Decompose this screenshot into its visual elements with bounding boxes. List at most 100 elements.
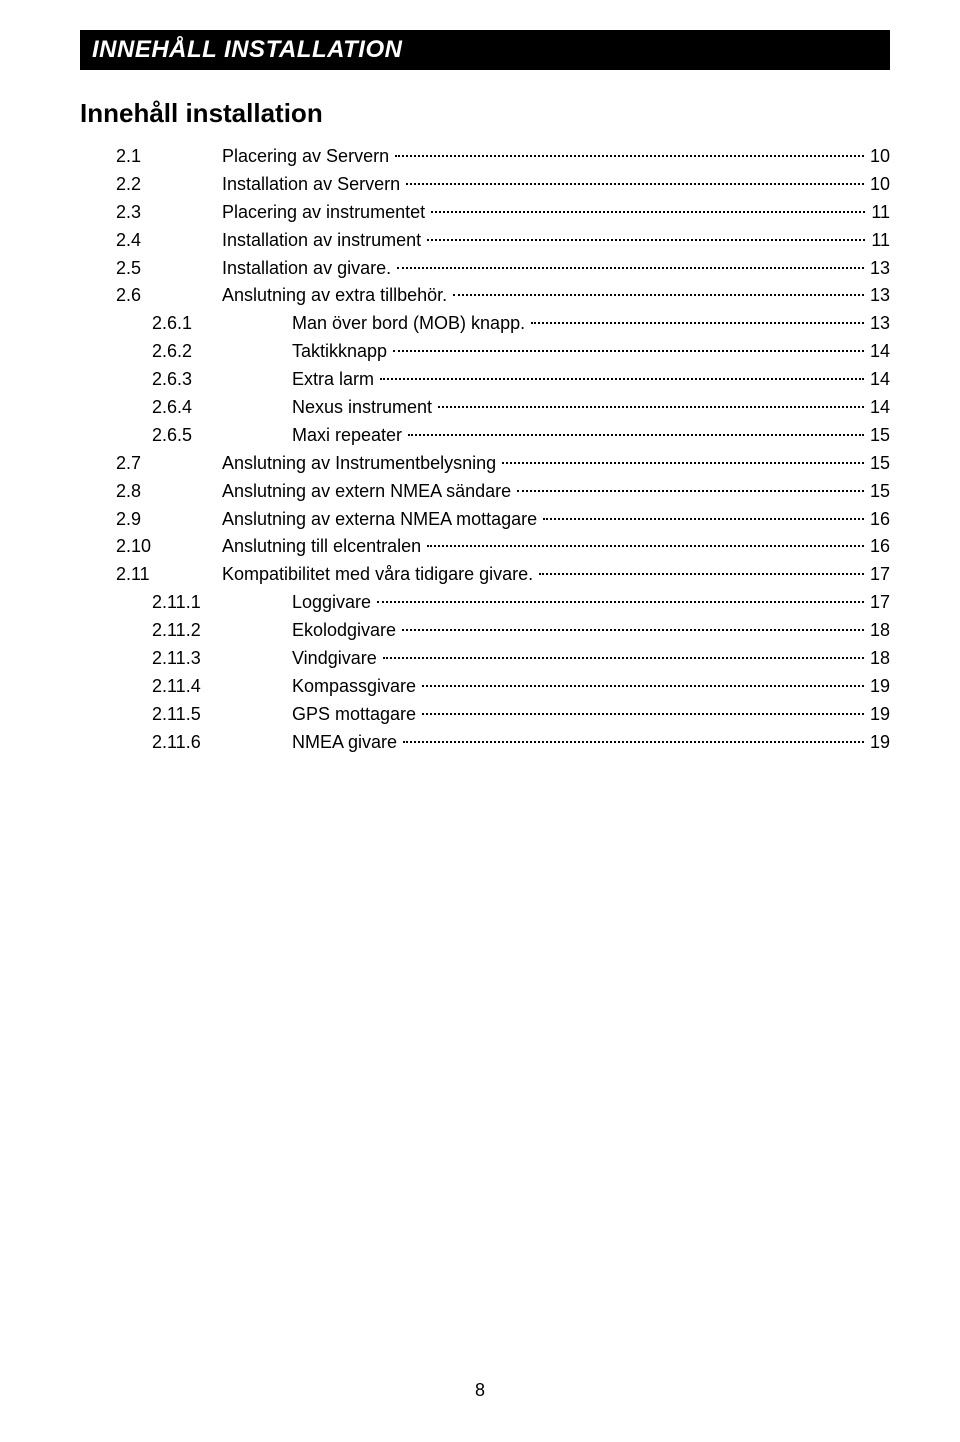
toc-label: Installation av givare.	[222, 255, 395, 283]
toc-label: Extra larm	[292, 366, 378, 394]
toc-number: 2.7	[116, 450, 222, 478]
toc-label: Anslutning till elcentralen	[222, 533, 425, 561]
toc-row: 2.3Placering av instrumentet 11	[80, 199, 890, 227]
toc-label: NMEA givare	[292, 729, 401, 757]
toc-number: 2.11	[116, 561, 222, 589]
toc-leader-dots	[397, 267, 864, 269]
toc-leader-dots	[402, 629, 864, 631]
toc-number: 2.6.5	[152, 422, 292, 450]
toc-number: 2.6.4	[152, 394, 292, 422]
toc-number: 2.9	[116, 506, 222, 534]
toc-number: 2.3	[116, 199, 222, 227]
section-title: Innehåll installation	[80, 98, 890, 129]
toc-number: 2.11.5	[152, 701, 292, 729]
toc-row: 2.7Anslutning av Instrumentbelysning 15	[80, 450, 890, 478]
toc-row: 2.11.4Kompassgivare19	[80, 673, 890, 701]
toc-label: Loggivare	[292, 589, 375, 617]
toc-row: 2.11Kompatibilitet med våra tidigare giv…	[80, 561, 890, 589]
toc-page: 15	[866, 478, 890, 506]
toc-page: 19	[866, 673, 890, 701]
toc-number: 2.1	[116, 143, 222, 171]
table-of-contents: 2.1Placering av Servern102.2Installation…	[80, 143, 890, 757]
toc-number: 2.10	[116, 533, 222, 561]
toc-label: Placering av Servern	[222, 143, 393, 171]
toc-label: Anslutning av extern NMEA sändare	[222, 478, 515, 506]
toc-number: 2.11.6	[152, 729, 292, 757]
toc-page: 16	[866, 533, 890, 561]
toc-page: 15	[866, 450, 890, 478]
toc-page: 11	[867, 199, 890, 227]
toc-page: 10	[866, 143, 890, 171]
toc-row: 2.2Installation av Servern10	[80, 171, 890, 199]
toc-number: 2.11.2	[152, 617, 292, 645]
toc-page: 17	[866, 589, 890, 617]
toc-leader-dots	[431, 211, 865, 213]
toc-leader-dots	[517, 490, 864, 492]
toc-label: Anslutning av Instrumentbelysning	[222, 450, 500, 478]
toc-label: Vindgivare	[292, 645, 381, 673]
toc-leader-dots	[408, 434, 864, 436]
toc-page: 14	[866, 338, 890, 366]
toc-row: 2.11.2Ekolodgivare18	[80, 617, 890, 645]
toc-label: Taktikknapp	[292, 338, 391, 366]
toc-number: 2.11.1	[152, 589, 292, 617]
toc-leader-dots	[531, 322, 864, 324]
toc-row: 2.6.2Taktikknapp 14	[80, 338, 890, 366]
toc-page: 14	[866, 394, 890, 422]
toc-number: 2.6.3	[152, 366, 292, 394]
toc-leader-dots	[422, 685, 864, 687]
toc-leader-dots	[422, 713, 864, 715]
toc-leader-dots	[383, 657, 864, 659]
toc-page: 19	[866, 729, 890, 757]
toc-leader-dots	[427, 239, 865, 241]
toc-row: 2.6.1Man över bord (MOB) knapp.13	[80, 310, 890, 338]
header-title: INNEHÅLL INSTALLATION	[92, 36, 402, 63]
toc-label: Installation av Servern	[222, 171, 404, 199]
toc-row: 2.11.5GPS mottagare 19	[80, 701, 890, 729]
toc-row: 2.6Anslutning av extra tillbehör.13	[80, 282, 890, 310]
toc-row: 2.6.4Nexus instrument 14	[80, 394, 890, 422]
toc-row: 2.11.6NMEA givare 19	[80, 729, 890, 757]
toc-label: Man över bord (MOB) knapp.	[292, 310, 529, 338]
toc-page: 14	[866, 366, 890, 394]
toc-leader-dots	[427, 545, 864, 547]
toc-row: 2.5Installation av givare.13	[80, 255, 890, 283]
toc-leader-dots	[438, 406, 864, 408]
toc-row: 2.6.5Maxi repeater 15	[80, 422, 890, 450]
toc-label: Kompatibilitet med våra tidigare givare.	[222, 561, 537, 589]
toc-page: 13	[866, 282, 890, 310]
toc-number: 2.4	[116, 227, 222, 255]
toc-page: 10	[866, 171, 890, 199]
toc-leader-dots	[377, 601, 864, 603]
toc-label: Maxi repeater	[292, 422, 406, 450]
toc-label: Anslutning av extra tillbehör.	[222, 282, 451, 310]
toc-page: 16	[866, 506, 890, 534]
toc-row: 2.11.1Loggivare 17	[80, 589, 890, 617]
toc-page: 19	[866, 701, 890, 729]
toc-number: 2.11.3	[152, 645, 292, 673]
page-number: 8	[0, 1380, 960, 1401]
toc-leader-dots	[543, 518, 864, 520]
toc-leader-dots	[393, 350, 864, 352]
toc-leader-dots	[395, 155, 864, 157]
header-bar: INNEHÅLL INSTALLATION	[80, 30, 890, 70]
toc-leader-dots	[539, 573, 864, 575]
toc-page: 15	[866, 422, 890, 450]
toc-row: 2.8Anslutning av extern NMEA sändare 15	[80, 478, 890, 506]
toc-leader-dots	[380, 378, 864, 380]
toc-leader-dots	[403, 741, 864, 743]
toc-row: 2.4Installation av instrument11	[80, 227, 890, 255]
toc-page: 11	[867, 227, 890, 255]
toc-page: 17	[866, 561, 890, 589]
toc-number: 2.8	[116, 478, 222, 506]
toc-row: 2.1Placering av Servern 10	[80, 143, 890, 171]
toc-page: 18	[866, 645, 890, 673]
toc-row: 2.10Anslutning till elcentralen 16	[80, 533, 890, 561]
toc-row: 2.11.3Vindgivare 18	[80, 645, 890, 673]
toc-label: GPS mottagare	[292, 701, 420, 729]
toc-label: Placering av instrumentet	[222, 199, 429, 227]
toc-number: 2.6.2	[152, 338, 292, 366]
toc-label: Anslutning av externa NMEA mottagare	[222, 506, 541, 534]
toc-label: Nexus instrument	[292, 394, 436, 422]
toc-row: 2.6.3Extra larm 14	[80, 366, 890, 394]
